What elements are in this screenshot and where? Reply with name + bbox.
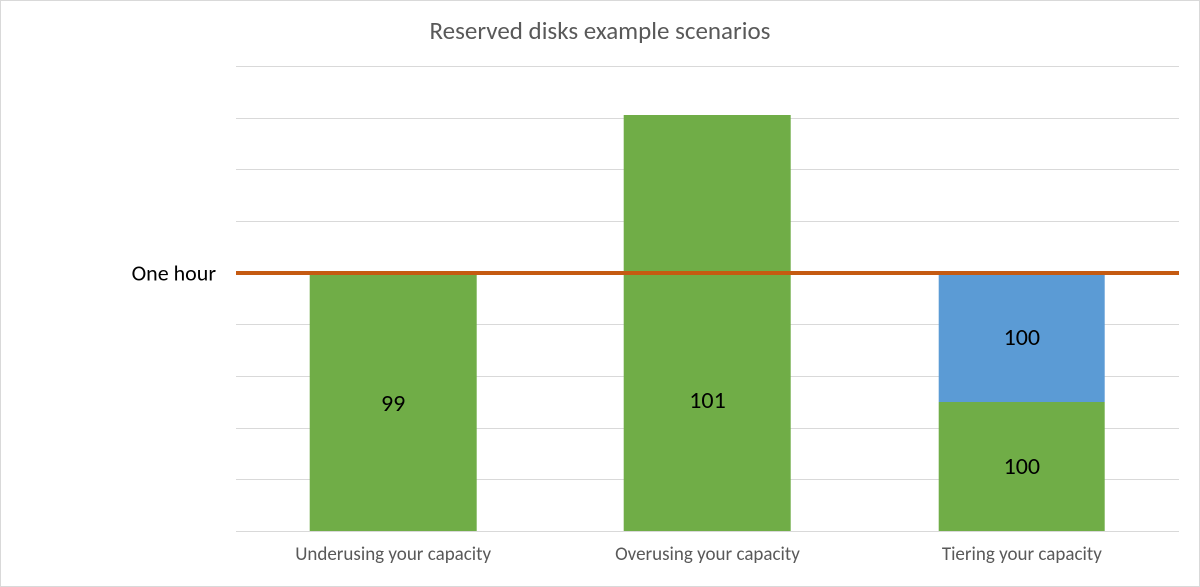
bar-value-label: 100 (1004, 452, 1041, 481)
bar-value-label: 100 (1004, 323, 1041, 352)
category-slot: 99 (236, 66, 550, 531)
bar-segment: 100 (939, 402, 1106, 531)
bar-stack: 101 (624, 115, 791, 531)
bar-stack: 100 100 (939, 273, 1106, 531)
y-axis-label: One hour (132, 259, 216, 286)
x-axis-label: Overusing your capacity (550, 543, 864, 566)
y-axis-label-wrap: One hour (1, 259, 216, 286)
plot-area: 99 101 100 100 (236, 66, 1179, 531)
bar-segment: 100 (939, 273, 1106, 402)
chart-container: Reserved disks example scenarios One hou… (0, 0, 1200, 587)
bar-segment (624, 115, 791, 270)
chart-title: Reserved disks example scenarios (1, 1, 1199, 46)
bars-layer: 99 101 100 100 (236, 66, 1179, 531)
category-slot: 100 100 (865, 66, 1179, 531)
bar-value-label: 99 (381, 389, 405, 418)
bar-segment: 99 (310, 275, 477, 531)
x-axis-label: Underusing your capacity (236, 543, 550, 566)
bar-stack: 99 (310, 275, 477, 531)
threshold-line (236, 271, 1179, 275)
category-slot: 101 (550, 66, 864, 531)
x-axis: Underusing your capacityOverusing your c… (236, 543, 1179, 566)
bar-value-label: 101 (689, 386, 726, 415)
x-axis-label: Tiering your capacity (865, 543, 1179, 566)
bar-segment: 101 (624, 270, 791, 531)
gridline (236, 531, 1179, 532)
